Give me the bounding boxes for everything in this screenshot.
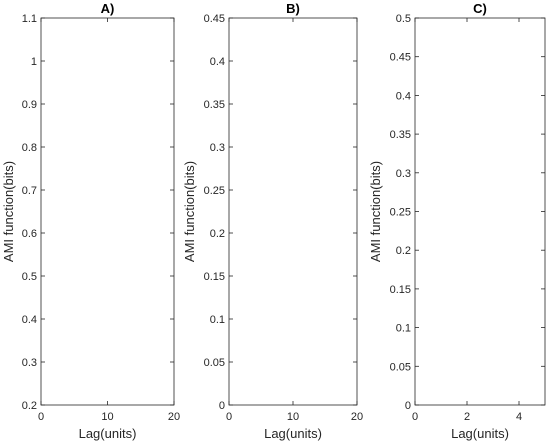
y-tick-label: 0.2 [22,400,37,412]
y-tick-label: 0.05 [390,361,411,373]
y-tick-label: 0.2 [210,228,225,240]
y-axis-label: AMI function(bits) [368,161,383,262]
y-tick-label: 0.5 [396,13,411,25]
y-tick-label: 0.9 [22,99,37,111]
y-tick-label: 0.35 [390,129,411,141]
x-tick-label: 0 [226,411,232,423]
y-tick-label: 0.4 [396,90,411,102]
x-tick-label: 2 [464,411,470,423]
y-tick-label: 0.15 [204,271,225,283]
y-tick-label: 0.8 [22,142,37,154]
x-tick-label: 20 [168,411,180,423]
y-tick-label: 0.35 [204,99,225,111]
y-tick-label: 0.05 [204,357,225,369]
y-tick-label: 0.3 [396,168,411,180]
y-tick-label: 0.25 [204,185,225,197]
axes-box [40,17,175,406]
y-tick-label: 0.45 [204,13,225,25]
x-tick-label: 0 [412,411,418,423]
y-tick-label: 0.5 [22,271,37,283]
axes-box [228,17,358,406]
y-tick-label: 0.4 [22,314,37,326]
y-tick-label: 0.7 [22,185,37,197]
x-tick-label: 10 [101,411,113,423]
y-tick-label: 0.4 [210,56,225,68]
y-tick-label: 0.45 [390,52,411,64]
panel-2: 0 10 20 0 0.05 0.1 0.15 0.2 0.25 0.3 0.35 0.4 0.45 B)… [182,1,363,441]
panel-3: 0 2 4 0 0.05 0.1 0.15 0.2 0.25 0.3 0.35 0.4 0.45 0.5 C… [368,1,546,441]
panel-title: B) [286,1,300,16]
panel-title: A) [101,1,115,16]
y-tick-label: 0.6 [22,228,37,240]
x-axis-label: Lag(units) [264,426,322,441]
x-tick-label: 0 [38,411,44,423]
y-tick-label: 0 [405,400,411,412]
y-axis-label: AMI function(bits) [1,161,16,262]
x-tick-label: 10 [287,411,299,423]
x-tick-label: 20 [351,411,363,423]
y-tick-label: 1 [31,56,37,68]
x-tick-label: 4 [516,411,522,423]
y-tick-label: 0 [219,400,225,412]
y-tick-label: 0.15 [390,284,411,296]
y-tick-label: 0.25 [390,207,411,219]
x-axis-label: Lag(units) [451,426,509,441]
panel-title: C) [473,1,487,16]
panel-1: 0 10 20 0.2 0.3 0.4 0.5 0.6 0.7 0.8 0.9 1 1.1 A) Lag(u… [1,1,180,441]
y-tick-label: 0.3 [22,357,37,369]
y-tick-label: 0.1 [396,323,411,335]
y-tick-label: 0.2 [396,245,411,257]
x-axis-label: Lag(units) [79,426,137,441]
y-tick-label: 0.3 [210,142,225,154]
y-axis-label: AMI function(bits) [182,161,197,262]
y-tick-label: 0.1 [210,314,225,326]
y-tick-label: 1.1 [22,13,37,25]
axes-box [414,17,546,406]
